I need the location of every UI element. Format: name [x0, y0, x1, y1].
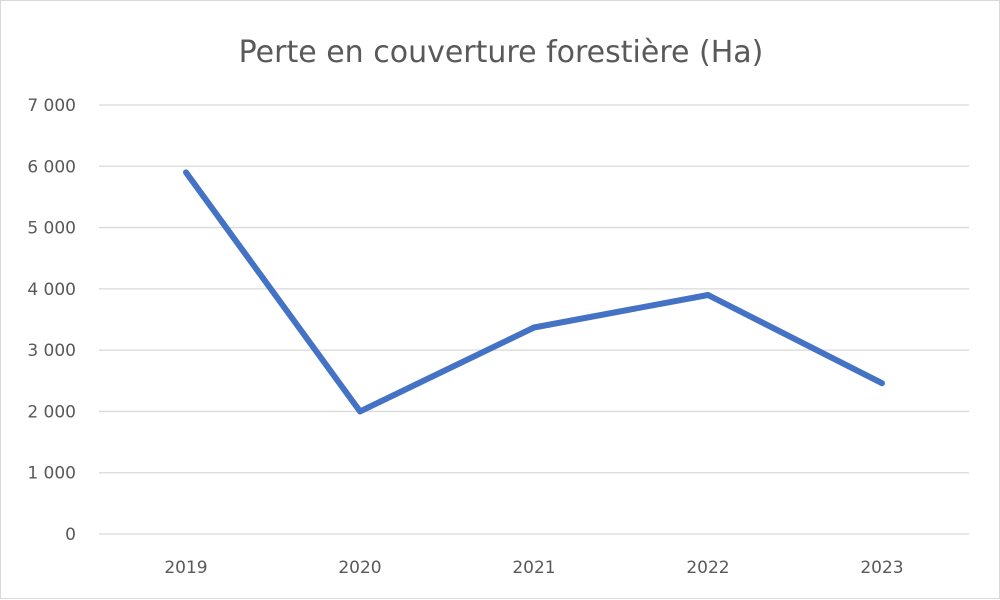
- y-tick-label: 0: [65, 525, 76, 545]
- x-tick-label: 2022: [686, 558, 729, 578]
- chart-title: Perte en couverture forestière (Ha): [239, 35, 764, 70]
- y-tick-label: 2 000: [27, 402, 76, 422]
- y-tick-label: 7 000: [27, 96, 76, 116]
- x-tick-label: 2020: [338, 558, 381, 578]
- y-axis-ticks: 0 1 000 2 000 3 000 4 000 5 000 6 000 7 000: [27, 96, 76, 545]
- data-point: [183, 169, 189, 176]
- y-tick-label: 3 000: [27, 341, 76, 361]
- y-tick-label: 5 000: [27, 219, 76, 239]
- x-tick-label: 2023: [860, 558, 903, 578]
- series-line: [183, 170, 884, 415]
- y-tick-label: 1 000: [27, 464, 76, 484]
- x-axis-ticks: 2019 2020 2021 2022 2023: [164, 558, 903, 578]
- series-layer: [183, 169, 885, 415]
- y-tick-label: 6 000: [27, 157, 76, 177]
- x-tick-label: 2021: [512, 558, 555, 578]
- data-point: [357, 408, 363, 415]
- gridlines: [99, 104, 969, 535]
- data-point: [879, 380, 885, 387]
- y-tick-label: 4 000: [27, 280, 76, 300]
- data-point: [705, 291, 711, 298]
- data-point: [531, 324, 537, 331]
- x-tick-label: 2019: [164, 558, 207, 578]
